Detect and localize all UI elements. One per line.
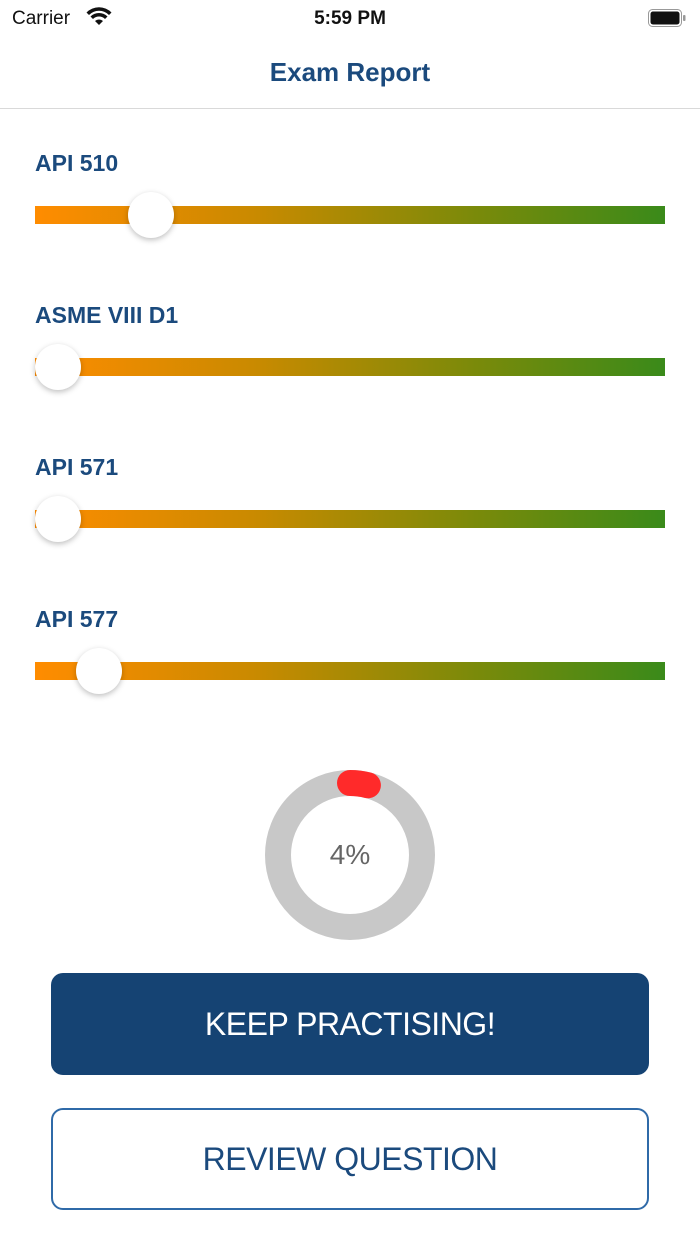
subject-label: API 510	[35, 150, 119, 176]
score-slider-track[interactable]	[35, 510, 665, 528]
progress-ring-arc	[265, 770, 435, 940]
keep-practising-button[interactable]: KEEP PRACTISING!	[51, 973, 649, 1075]
score-slider-thumb[interactable]	[35, 344, 81, 390]
progress-ring-graphic	[265, 770, 435, 940]
carrier-label: Carrier	[12, 8, 71, 29]
subject-row-asme-viii-d1: ASME VIII D1	[0, 302, 700, 412]
subject-row-api-510: API 510	[0, 150, 700, 260]
review-question-button[interactable]: REVIEW QUESTION	[51, 1108, 649, 1210]
score-slider-thumb[interactable]	[128, 192, 175, 238]
wifi-icon	[86, 7, 112, 25]
score-slider-track[interactable]	[35, 662, 665, 680]
score-slider-track[interactable]	[35, 358, 665, 376]
page-title: Exam Report	[269, 57, 431, 87]
score-percent: 4%	[329, 839, 371, 870]
subject-label: ASME VIII D1	[35, 302, 179, 328]
status-bar: Carrier 5:59 PM	[0, 0, 700, 38]
subject-row-api-571: API 571	[0, 454, 700, 564]
score-progress-ring: 4%	[265, 770, 435, 940]
subject-row-api-577: API 577	[0, 606, 700, 716]
score-slider-track[interactable]	[35, 206, 665, 224]
score-slider-thumb[interactable]	[35, 496, 81, 542]
subject-label: API 577	[35, 606, 119, 632]
subject-label: API 571	[35, 454, 119, 480]
battery-icon	[648, 9, 686, 27]
status-time: 5:59 PM	[314, 8, 386, 29]
score-slider-thumb[interactable]	[75, 648, 122, 694]
navigation-bar: Exam Report	[0, 38, 700, 109]
